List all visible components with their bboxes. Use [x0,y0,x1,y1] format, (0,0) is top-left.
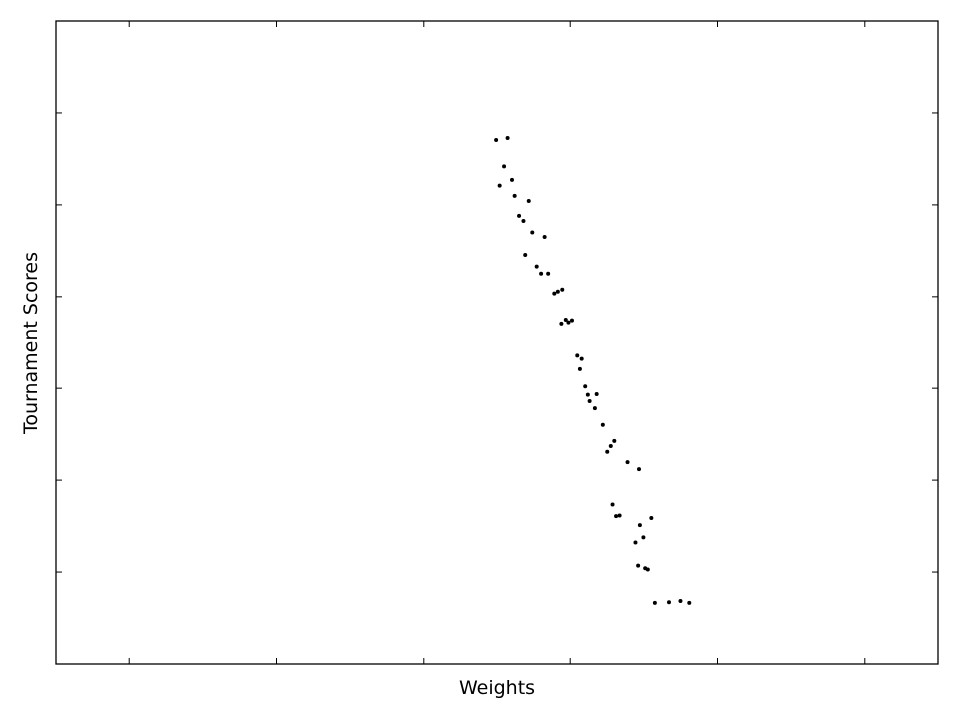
data-point [605,449,610,454]
data-point [637,467,642,472]
data-point [641,535,646,540]
data-point [569,318,574,323]
data-point [594,391,599,396]
plot-frame [55,20,939,665]
data-point [678,598,683,603]
data-point [625,460,630,465]
data-point [494,137,499,142]
data-point [649,516,654,521]
data-point [608,444,613,449]
data-point [517,213,522,218]
data-point [637,523,642,528]
data-point [666,600,671,605]
data-point [600,422,605,427]
data-point [614,514,619,519]
x-axis-label: Weights [459,677,535,699]
data-point [526,199,531,204]
data-point [505,136,510,141]
data-point [610,502,615,507]
data-point [633,540,638,545]
data-point [555,289,560,294]
data-point [509,177,514,182]
data-point [539,271,544,276]
data-point [534,264,539,269]
data-point [559,321,564,326]
axis-ticks [56,21,938,664]
data-point [585,392,590,397]
data-point [652,600,657,605]
data-point [546,271,551,276]
data-point [577,366,582,371]
data-point [512,193,517,198]
data-point [687,600,692,605]
data-point [542,235,547,240]
data-point [587,399,592,404]
data-point [583,384,588,389]
data-point [612,438,617,443]
y-axis-label: Tournament Scores [20,252,42,435]
data-point [530,230,535,235]
data-point [579,356,584,361]
data-point [523,253,528,258]
data-point [575,353,580,358]
data-point [502,164,507,169]
data-point [563,317,568,322]
data-point [521,218,526,223]
data-point [617,513,622,518]
data-point [560,287,565,292]
data-point [636,563,641,568]
data-point [592,406,597,411]
data-point [497,183,502,188]
data-points [494,136,692,605]
data-point [645,567,650,572]
data-point [552,291,557,296]
data-point [566,320,571,325]
